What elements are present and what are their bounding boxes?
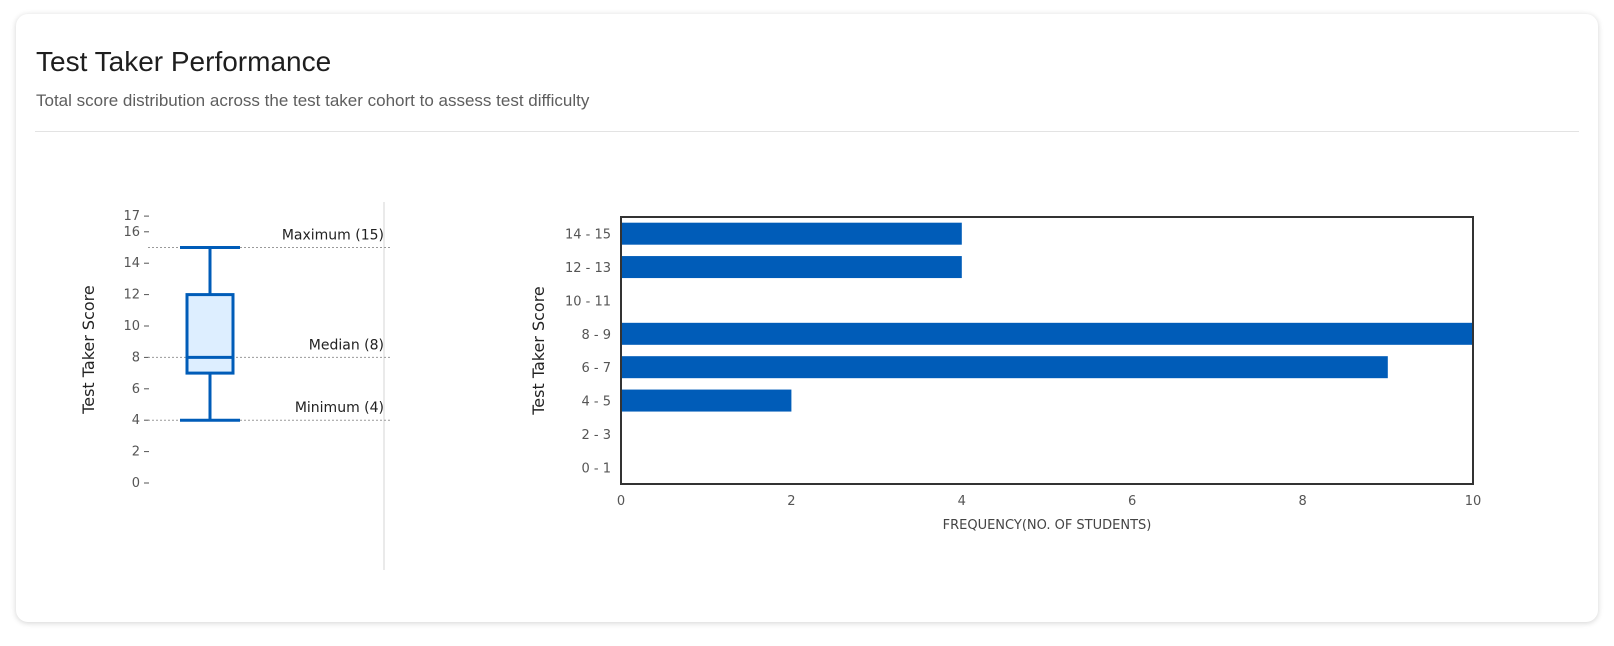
box-annotation-label: Maximum (15) [282,228,384,244]
box-y-tick-label: 0 [132,476,140,491]
box-y-tick-label: 12 [123,288,140,303]
bar-category-label: 0 - 1 [582,461,612,476]
card-title: Test Taker Performance [36,46,332,77]
bar-x-tick-label: 10 [1465,494,1482,509]
bar-x-tick-label: 2 [787,494,795,509]
bar-category-label: 10 - 11 [565,294,611,309]
box-y-tick-label: 4 [132,413,140,428]
performance-card: Test Taker Performance Total score distr… [16,14,1598,622]
bar-x-axis-title: FREQUENCY(NO. OF STUDENTS) [943,518,1152,533]
histogram-bar [621,356,1388,379]
box-annotation-label: Median (8) [309,337,384,353]
histogram-bar [621,256,962,279]
bar-x-tick-label: 0 [617,494,625,509]
bar-x-tick-label: 8 [1298,494,1306,509]
box-annotation-label: Minimum (4) [295,400,384,416]
bar-category-label: 14 - 15 [565,228,611,243]
box-y-tick-label: 10 [123,319,140,334]
card-subtitle: Total score distribution across the test… [36,91,590,110]
histogram-bar [621,322,1473,345]
box-y-tick-label: 17 [123,209,140,224]
bar-category-label: 8 - 9 [582,328,612,343]
bar-x-tick-label: 6 [1128,494,1136,509]
bar-x-tick-label: 4 [958,494,966,509]
box-y-tick-label: 8 [132,350,140,365]
header-divider [35,131,1579,132]
box-y-tick-label: 16 [123,225,140,240]
bar-plot-frame [620,216,1474,485]
bar-category-label: 4 - 5 [582,395,612,410]
box-y-tick-label: 14 [123,256,140,271]
bar-category-label: 12 - 13 [565,261,611,276]
box-y-tick-label: 2 [132,445,140,460]
histogram-bar [621,389,792,412]
histogram-chart: Test Taker Score 14 - 15 12 - 13 10 - 11 8 -… [529,216,1482,533]
histogram-bar [621,222,962,245]
box-iqr-rect [185,293,235,375]
box-y-tick-label: 6 [132,382,140,397]
box-y-axis-title: Test Taker Score [79,285,98,415]
bar-category-label: 6 - 7 [582,361,612,376]
bar-y-axis-title: Test Taker Score [529,286,548,416]
bar-category-label: 2 - 3 [582,428,612,443]
